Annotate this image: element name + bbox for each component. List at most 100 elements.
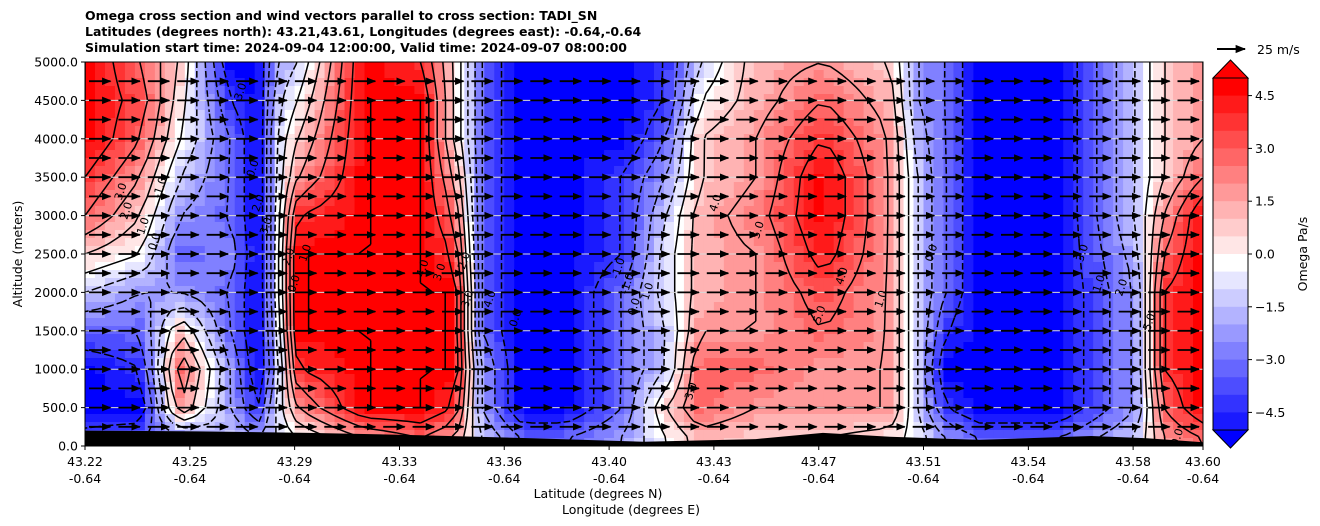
omega-cell bbox=[154, 278, 166, 287]
omega-cell bbox=[1143, 118, 1154, 127]
omega-cell bbox=[504, 262, 515, 271]
omega-cell bbox=[504, 382, 515, 391]
omega-cell bbox=[194, 78, 206, 87]
omega-cell bbox=[983, 190, 994, 199]
omega-cell bbox=[683, 62, 695, 71]
omega-cell bbox=[404, 382, 416, 391]
omega-cell bbox=[374, 94, 386, 103]
omega-cell bbox=[644, 358, 655, 367]
omega-cell bbox=[883, 358, 895, 367]
omega-cell bbox=[773, 382, 785, 391]
omega-cell bbox=[1043, 294, 1054, 303]
omega-cell bbox=[344, 294, 356, 303]
omega-cell bbox=[1043, 190, 1054, 199]
omega-cell bbox=[494, 406, 505, 415]
omega-cell bbox=[394, 262, 406, 271]
omega-cell bbox=[434, 86, 445, 95]
omega-cell bbox=[1123, 286, 1134, 295]
omega-cell bbox=[783, 102, 795, 111]
omega-cell bbox=[993, 102, 1004, 111]
omega-cell bbox=[154, 342, 166, 351]
omega-cell bbox=[554, 262, 565, 271]
omega-cell bbox=[683, 414, 695, 423]
omega-cell bbox=[833, 190, 845, 199]
omega-cell bbox=[244, 182, 256, 191]
omega-cell bbox=[254, 78, 266, 87]
omega-cell bbox=[624, 198, 635, 207]
omega-cell bbox=[1073, 286, 1084, 295]
omega-cell bbox=[124, 102, 136, 111]
omega-cell bbox=[574, 382, 585, 391]
omega-cell bbox=[943, 294, 955, 303]
omega-cell bbox=[1043, 262, 1054, 271]
omega-cell bbox=[514, 70, 525, 79]
omega-cell bbox=[574, 166, 585, 175]
omega-cell bbox=[1033, 294, 1044, 303]
omega-cell bbox=[1003, 294, 1014, 303]
omega-cell bbox=[763, 62, 775, 71]
omega-cell bbox=[334, 302, 346, 311]
omega-cell bbox=[114, 214, 126, 223]
omega-cell bbox=[274, 102, 286, 111]
omega-cell bbox=[524, 254, 535, 263]
omega-cell bbox=[1173, 366, 1184, 375]
omega-cell bbox=[364, 158, 376, 167]
omega-cell bbox=[793, 262, 805, 271]
omega-cell bbox=[743, 198, 755, 207]
omega-cell bbox=[803, 262, 815, 271]
omega-cell bbox=[184, 382, 196, 391]
omega-cell bbox=[823, 262, 835, 271]
omega-cell bbox=[1163, 278, 1174, 287]
omega-cell bbox=[1113, 206, 1124, 215]
omega-cell bbox=[733, 374, 745, 383]
omega-cell bbox=[454, 102, 465, 111]
omega-cell bbox=[464, 334, 475, 343]
omega-cell bbox=[184, 206, 196, 215]
omega-cell bbox=[304, 222, 316, 231]
omega-cell bbox=[1003, 62, 1014, 71]
omega-cell bbox=[134, 302, 146, 311]
omega-cell bbox=[294, 366, 306, 375]
omega-cell bbox=[264, 350, 276, 359]
omega-cell bbox=[823, 166, 835, 175]
omega-cell bbox=[983, 262, 994, 271]
omega-cell bbox=[85, 70, 96, 79]
omega-cell bbox=[993, 86, 1004, 95]
omega-cell bbox=[813, 182, 825, 191]
omega-cell bbox=[194, 110, 206, 119]
omega-cell bbox=[1003, 262, 1014, 271]
omega-cell bbox=[843, 174, 855, 183]
omega-cell bbox=[524, 86, 535, 95]
omega-cell bbox=[394, 334, 406, 343]
omega-cell bbox=[294, 342, 306, 351]
omega-cell bbox=[584, 302, 595, 311]
omega-cell bbox=[254, 366, 266, 375]
omega-cell bbox=[284, 414, 296, 423]
omega-cell bbox=[554, 102, 565, 111]
omega-cell bbox=[524, 390, 535, 399]
omega-cell bbox=[504, 206, 515, 215]
omega-cell bbox=[853, 350, 865, 359]
omega-cell bbox=[733, 94, 745, 103]
omega-cell bbox=[224, 118, 236, 127]
omega-cell bbox=[973, 318, 984, 327]
omega-cell bbox=[863, 270, 875, 279]
omega-cell bbox=[444, 310, 455, 319]
omega-cell bbox=[1023, 62, 1034, 71]
omega-cell bbox=[124, 358, 136, 367]
omega-cell bbox=[993, 366, 1004, 375]
omega-cell bbox=[444, 78, 455, 87]
omega-cell bbox=[254, 86, 266, 95]
omega-cell bbox=[813, 206, 825, 215]
omega-cell bbox=[773, 78, 785, 87]
omega-cell bbox=[1173, 70, 1184, 79]
omega-cell bbox=[404, 62, 416, 71]
omega-cell bbox=[444, 214, 455, 223]
omega-cell bbox=[983, 126, 994, 135]
omega-cell bbox=[554, 342, 565, 351]
omega-cell bbox=[384, 206, 396, 215]
omega-cell bbox=[224, 158, 236, 167]
omega-cell bbox=[144, 382, 156, 391]
omega-cell bbox=[1023, 238, 1034, 247]
omega-cell bbox=[1063, 262, 1074, 271]
